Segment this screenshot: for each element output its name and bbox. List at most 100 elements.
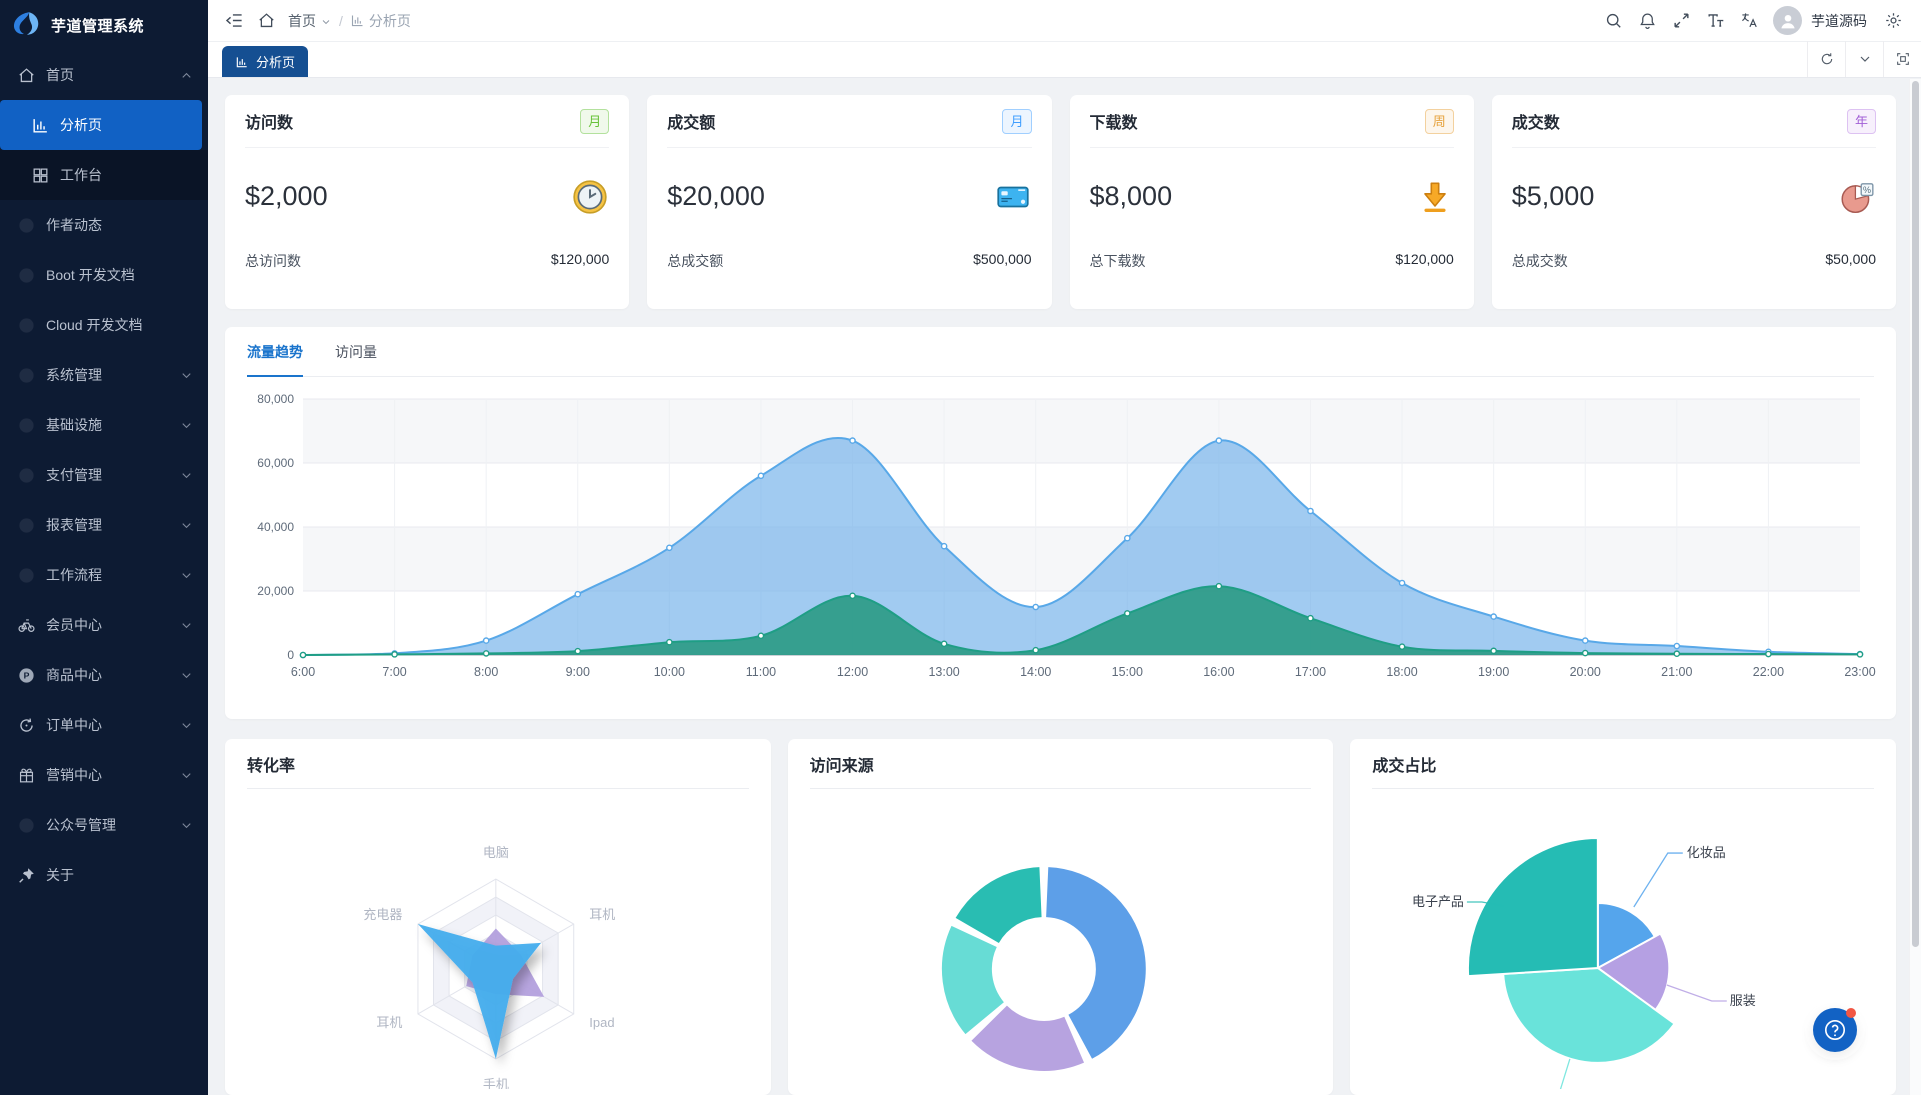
- tabbar: 分析页: [208, 41, 1921, 78]
- deal-share-card: 成交占比 化妆品 服装 电子产品: [1350, 739, 1896, 1095]
- stat-card-footer: 总下载数 $120,000: [1090, 245, 1454, 271]
- main-area: 首页 / 分析页 芋道源码: [208, 0, 1921, 1095]
- breadcrumb-home[interactable]: 首页: [288, 11, 332, 31]
- dot-icon: [17, 266, 36, 285]
- svg-text:充电器: 充电器: [363, 907, 402, 922]
- sidebar-item-analysis[interactable]: 分析页: [0, 100, 202, 150]
- stat-footer-label: 总访问数: [245, 253, 301, 269]
- sidebar-item-label: 订单中心: [46, 717, 102, 733]
- card-title: 转化率: [247, 739, 749, 789]
- stat-card-footer: 总成交数 $50,000: [1512, 245, 1876, 271]
- chevron-down-icon: [179, 518, 194, 533]
- chevron-down-icon: [179, 568, 194, 583]
- sidebar-item-boot-doc[interactable]: Boot 开发文档: [0, 250, 208, 300]
- sidebar-item-member[interactable]: 会员中心: [0, 600, 208, 650]
- donut-chart[interactable]: [788, 789, 1334, 1089]
- sidebar-item-label: 首页: [46, 67, 74, 83]
- stat-card-header: 成交数 年: [1511, 95, 1876, 148]
- stat-footer-label: 总成交额: [667, 253, 724, 269]
- translate-icon[interactable]: [1733, 4, 1765, 38]
- sidebar-item-product[interactable]: P 商品中心: [0, 650, 208, 700]
- rose-pie-chart[interactable]: 化妆品 服装 电子产品: [1350, 789, 1896, 1089]
- svg-text:80,000: 80,000: [257, 392, 294, 406]
- fullscreen-icon[interactable]: [1665, 4, 1697, 38]
- content-scrollbar[interactable]: [1909, 79, 1921, 1095]
- sidebar-item-report[interactable]: 报表管理: [0, 500, 208, 550]
- stat-card-footer: 总成交额 $500,000: [667, 245, 1031, 271]
- svg-text:15:00: 15:00: [1112, 665, 1143, 679]
- svg-text:化妆品: 化妆品: [1687, 845, 1726, 860]
- dot-icon: [17, 216, 36, 235]
- stat-card-title: 成交数: [1511, 115, 1560, 132]
- svg-text:0: 0: [287, 648, 294, 662]
- grid-icon: [31, 166, 50, 185]
- user-name[interactable]: 芋道源码: [1811, 12, 1867, 29]
- svg-text:20:00: 20:00: [1570, 665, 1601, 679]
- sidebar-item-label: 关于: [46, 867, 74, 883]
- sidebar-item-label: 基础设施: [46, 417, 102, 433]
- svg-text:17:00: 17:00: [1295, 665, 1326, 679]
- bottom-chart-grid: 转化率 电脑 耳机 Ipad 手机 耳机 充电器 访问来源 成交占比 化妆品 服装 电子产品: [225, 739, 1896, 1095]
- tab-menu-chevron-icon[interactable]: [1845, 41, 1883, 77]
- sidebar-item-cloud-doc[interactable]: Cloud 开发文档: [0, 300, 208, 350]
- scrollbar-thumb[interactable]: [1912, 81, 1919, 947]
- sidebar-item-workplace[interactable]: 工作台: [0, 150, 208, 200]
- radar-chart[interactable]: 电脑 耳机 Ipad 手机 耳机 充电器: [225, 789, 771, 1089]
- logo-icon: [13, 12, 39, 35]
- svg-text:9:00: 9:00: [566, 665, 590, 679]
- tab-traffic-trend[interactable]: 流量趋势: [247, 327, 303, 377]
- menu-fold-icon[interactable]: [218, 4, 250, 38]
- stat-value: $2,000: [245, 181, 328, 211]
- sidebar-item-label: 工作台: [60, 167, 102, 183]
- traffic-trend-card: 流量趋势 访问量 0 20,000 40,000 60,000 80,000 6:00 7:…: [225, 327, 1896, 719]
- breadcrumb-separator: /: [339, 12, 343, 29]
- svg-text:14:00: 14:00: [1020, 665, 1051, 679]
- gear-icon[interactable]: [1877, 4, 1909, 38]
- card-title: 访问来源: [809, 739, 1312, 789]
- sidebar-item-workflow[interactable]: 工作流程: [0, 550, 208, 600]
- svg-text:8:00: 8:00: [474, 665, 498, 679]
- breadcrumb-home-label: 首页: [288, 12, 316, 29]
- sidebar-item-home[interactable]: 首页: [0, 50, 208, 100]
- avatar[interactable]: [1773, 6, 1802, 35]
- period-badge: 月: [1002, 108, 1032, 134]
- app-logo[interactable]: 芋道管理系统: [0, 0, 208, 50]
- dot-icon: [17, 366, 36, 385]
- tab-visit-volume[interactable]: 访问量: [335, 327, 377, 376]
- notification-bell-icon[interactable]: [1631, 4, 1663, 38]
- search-icon[interactable]: [1597, 4, 1629, 38]
- chevron-down-icon: [179, 768, 194, 783]
- breadcrumb-current: 分析页: [350, 11, 411, 31]
- stat-footer-label: 总下载数: [1089, 253, 1146, 269]
- breadcrumb-current-label: 分析页: [368, 12, 411, 29]
- svg-text:13:00: 13:00: [928, 665, 959, 679]
- sidebar-item-pay[interactable]: 支付管理: [0, 450, 208, 500]
- stat-value: $20,000: [667, 181, 765, 211]
- sidebar-item-mp[interactable]: 公众号管理: [0, 800, 208, 850]
- stat-value: $5,000: [1511, 181, 1595, 211]
- sidebar-item-label: 会员中心: [46, 617, 102, 633]
- chevron-up-icon: [179, 68, 194, 83]
- refresh-icon[interactable]: [1807, 41, 1845, 77]
- sidebar-item-label: 商品中心: [46, 667, 102, 683]
- sidebar: 芋道管理系统 首页分析页工作台作者动态 Boot 开发文档 Cloud 开发文档 系统…: [0, 0, 208, 1095]
- sidebar-item-label: 支付管理: [46, 467, 102, 483]
- svg-text:12:00: 12:00: [837, 665, 868, 679]
- sidebar-item-system[interactable]: 系统管理: [0, 350, 208, 400]
- sidebar-item-author[interactable]: 作者动态: [0, 200, 208, 250]
- sidebar-item-infra[interactable]: 基础设施: [0, 400, 208, 450]
- sidebar-item-order[interactable]: 订单中心: [0, 700, 208, 750]
- maximize-icon[interactable]: [1883, 41, 1921, 77]
- tab-analysis[interactable]: 分析页: [222, 46, 309, 77]
- sidebar-item-about[interactable]: 关于: [0, 850, 208, 900]
- bar-chart-icon: [350, 13, 365, 28]
- font-size-icon[interactable]: [1699, 4, 1731, 38]
- sidebar-item-marketing[interactable]: 营销中心: [0, 750, 208, 800]
- svg-text:电子产品: 电子产品: [1412, 894, 1464, 909]
- area-chart[interactable]: 0 20,000 40,000 60,000 80,000 6:00 7:00 8:00 9:0…: [245, 377, 1876, 689]
- chevron-down-icon: [179, 718, 194, 733]
- home-icon[interactable]: [250, 4, 282, 38]
- svg-text:电脑: 电脑: [483, 845, 509, 860]
- trend-tabs: 流量趋势 访问量: [247, 327, 1874, 377]
- help-button[interactable]: [1813, 1008, 1857, 1052]
